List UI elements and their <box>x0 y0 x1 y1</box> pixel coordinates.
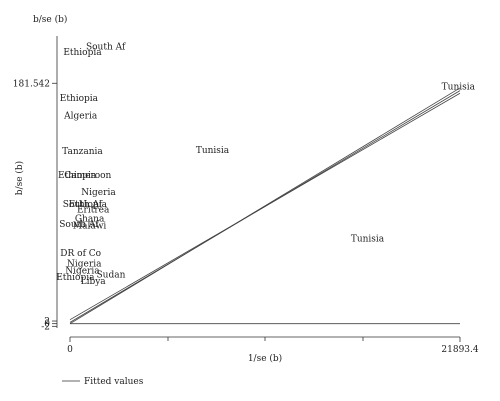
y-tick-label: -2 <box>41 322 50 332</box>
point-label: Ethiopia <box>69 200 108 210</box>
point-label: South Af <box>59 220 99 230</box>
top-label: b/se (b) <box>33 14 67 25</box>
x-tick-label: 0 <box>67 345 73 355</box>
point-label: Ghana <box>75 215 105 225</box>
point-label: Algeria <box>63 111 98 121</box>
point-label: South Af <box>86 43 126 53</box>
x-minor-ticks <box>69 337 461 342</box>
point-label: Ethiopia <box>58 171 97 181</box>
point-label: DR of Co <box>60 249 101 259</box>
point-label: Eritrea <box>77 205 110 215</box>
point-label: Tunisia <box>351 235 385 245</box>
point-label: Tunisia <box>196 146 230 156</box>
legend-label: Fitted values <box>84 377 144 387</box>
x-ticks: 0 21893.4 <box>67 345 479 355</box>
point-label: Nigeria <box>81 188 116 198</box>
point-label: Tunisia <box>442 82 476 92</box>
point-label: Nigeria <box>67 260 102 270</box>
point-labels: South AfEthiopiaTunisiaEthiopiaAlgeriaTa… <box>56 43 475 287</box>
point-label: Ethiopia <box>63 48 102 58</box>
fitted-lines <box>69 87 461 325</box>
y-ticks: 181.542 20-2 <box>13 79 57 332</box>
point-label: Tanzania <box>62 147 103 157</box>
point-label: Sudan <box>97 270 126 280</box>
fitted-line <box>69 90 461 323</box>
legend: Fitted values <box>62 377 144 387</box>
point-label: South Af <box>63 200 103 210</box>
x-tick-label: 21893.4 <box>441 345 478 355</box>
point-label: Nigeria <box>65 266 100 276</box>
y-tick-label: 2 <box>44 317 50 327</box>
point-label: Malawi <box>73 221 107 231</box>
y-axis-label: b/se (b) <box>14 161 25 195</box>
point-label: Cameroon <box>64 171 111 181</box>
y-tick-label: 181.542 <box>13 79 50 89</box>
point-label: Libya <box>81 277 107 287</box>
y-tick-label: 0 <box>44 320 50 330</box>
fitted-line <box>69 87 461 325</box>
point-label: Ethiopia <box>56 273 95 283</box>
point-label: Ethiopia <box>60 94 99 104</box>
x-axis-label: 1/se (b) <box>248 353 282 364</box>
